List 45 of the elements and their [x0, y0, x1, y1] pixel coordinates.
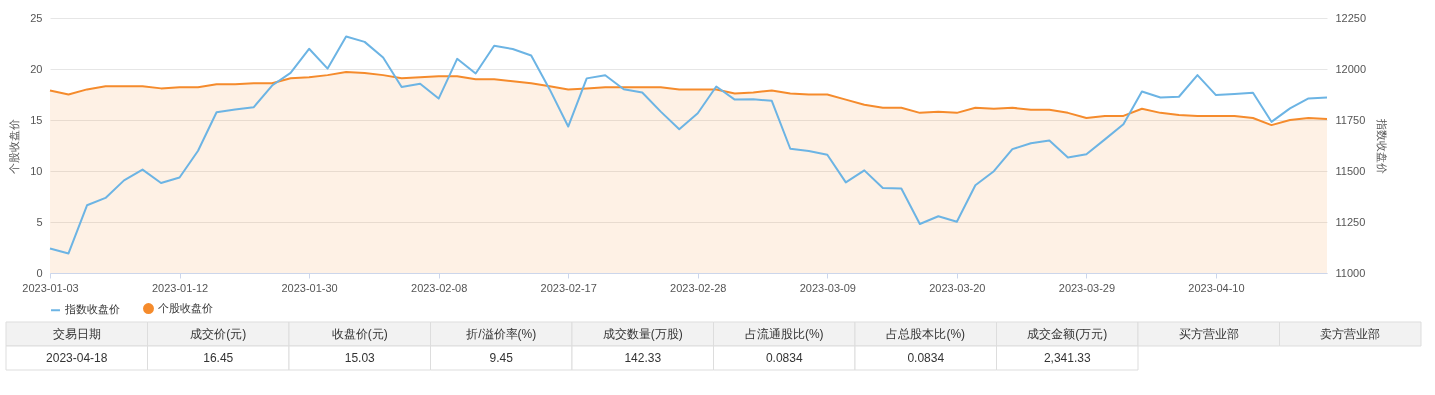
- text: 0.0834: [765, 351, 803, 365]
- category-label: 成交金额(万元): [1027, 327, 1108, 341]
- text: 0.0834: [907, 351, 945, 365]
- y-axis-title: 个股收盘价: [8, 118, 21, 174]
- category-label: 占流通股比(%): [744, 327, 824, 341]
- x-tick-label: 2023-03-20: [929, 281, 986, 294]
- y2-tick-label: 11500: [1335, 164, 1366, 177]
- text: 142.33: [624, 351, 662, 365]
- x-tick-label: 2023-04-10: [1188, 281, 1245, 294]
- text: 2,341.33: [1043, 351, 1091, 365]
- legend-label: 个股收盘价: [158, 301, 213, 314]
- y2-tick-label: 11000: [1335, 266, 1366, 279]
- text: 16.45: [203, 351, 234, 365]
- category-label: 卖方营业部: [1320, 327, 1381, 341]
- text: 9.45: [489, 351, 514, 365]
- category-label: 成交数量(万股): [602, 327, 683, 341]
- y-tick-label: 15: [30, 113, 43, 126]
- y-tick-label: 5: [36, 215, 43, 228]
- category-label: 收盘价(元): [331, 327, 388, 341]
- y2-tick-label: 11750: [1335, 113, 1366, 126]
- x-tick-label: 2023-03-09: [799, 281, 856, 294]
- y-tick-label: 25: [30, 11, 43, 24]
- text: 15.03: [344, 351, 376, 365]
- x-tick-label: 2023-01-30: [281, 281, 338, 294]
- x-tick-label: 2023-02-08: [411, 281, 468, 294]
- y-tick-label: 10: [30, 164, 43, 177]
- x-tick-label: 2023-03-29: [1058, 281, 1116, 294]
- category-label: 成交价(元): [190, 327, 247, 341]
- legend-label: 指数收盘价: [64, 303, 120, 316]
- category-label: 折/溢价率(%): [466, 327, 537, 341]
- y-tick-label: 0: [36, 266, 43, 279]
- y2-tick-label: 12250: [1335, 11, 1367, 24]
- line-series: [49, 35, 1328, 255]
- y2-axis-title: 指数收盘价: [1376, 117, 1389, 174]
- y-tick-label: 20: [30, 62, 43, 75]
- x-tick-label: 2023-02-28: [670, 281, 727, 294]
- x-tick-label: 2023-01-12: [151, 281, 209, 294]
- category-label: 占总股本比(%): [886, 327, 966, 341]
- category-label: 买方营业部: [1178, 327, 1239, 341]
- category-label: 交易日期: [52, 327, 101, 341]
- y2-tick-label: 12000: [1335, 62, 1367, 75]
- y2-tick-label: 11250: [1335, 215, 1366, 228]
- x-tick-label: 2023-02-17: [540, 281, 597, 294]
- x-tick-label: 2023-01-03: [22, 281, 79, 294]
- text: 2023-04-18: [46, 351, 108, 365]
